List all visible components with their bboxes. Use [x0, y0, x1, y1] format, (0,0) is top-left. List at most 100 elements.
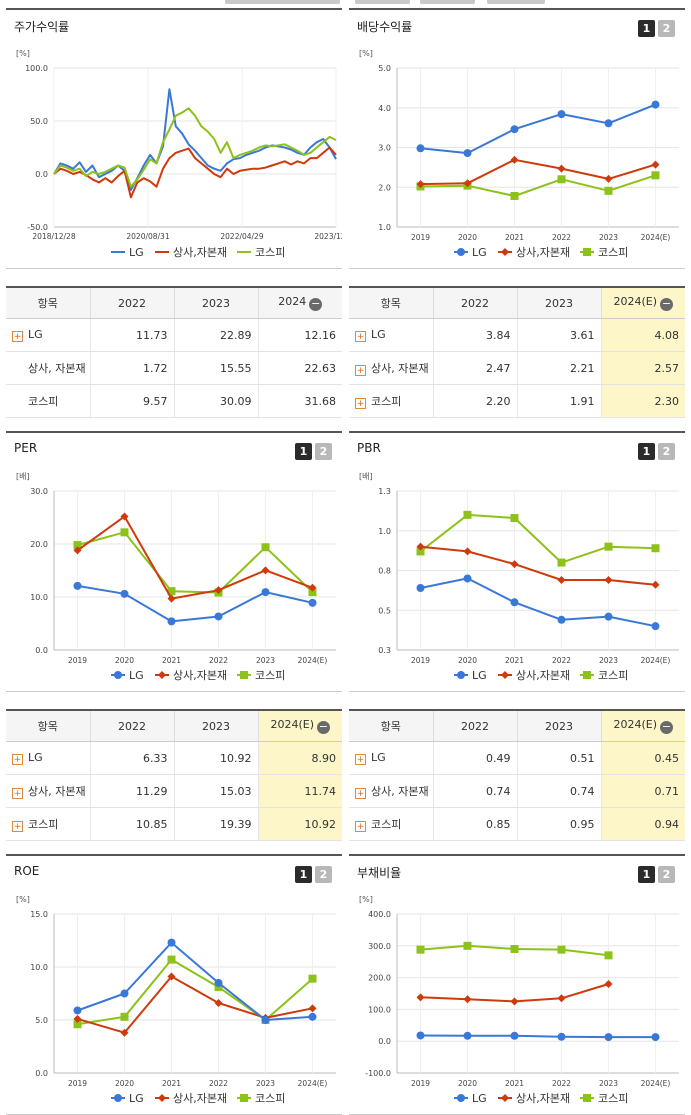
cell: 10.85 [89, 807, 174, 841]
legend-label[interactable]: LG [472, 246, 487, 259]
data-point [557, 1032, 566, 1041]
legend-label[interactable]: 코스피 [255, 246, 285, 259]
data-point [651, 171, 660, 180]
legend-label[interactable]: 코스피 [255, 669, 285, 682]
col-header: 항목 [6, 711, 90, 742]
cell: 0.45 [600, 741, 685, 775]
page-1-button[interactable]: 1 [638, 443, 655, 460]
data-point [510, 598, 519, 607]
legend-label[interactable]: LG [472, 669, 487, 682]
legend: LG 상사,자본재 코스피 [454, 246, 628, 259]
page-2-button[interactable]: 2 [658, 443, 675, 460]
col-header: 항목 [349, 288, 433, 319]
expand-icon[interactable]: + [355, 754, 366, 765]
data-point [120, 512, 129, 521]
series-line [420, 577, 656, 628]
legend-label[interactable]: 상사,자본재 [173, 246, 227, 259]
x-tick-label: 2023 [256, 656, 275, 665]
y-tick-label: 3.0 [378, 144, 391, 153]
row-label: 상사, 자본재 [28, 785, 86, 798]
x-tick-label: 2024(E) [298, 1079, 328, 1088]
data-point [463, 1031, 472, 1040]
expand-icon[interactable]: + [355, 821, 366, 832]
expand-icon[interactable]: + [12, 788, 23, 799]
cell: 11.73 [89, 318, 174, 352]
data-point [308, 583, 317, 592]
cell: 2.47 [432, 351, 517, 385]
legend-marker [501, 671, 509, 679]
table-row: + 상사, 자본재 11.29 15.03 11.74 [6, 774, 342, 808]
legend-label[interactable]: 상사,자본재 [173, 669, 227, 682]
expand-icon[interactable]: + [12, 331, 23, 342]
data-point [73, 1006, 82, 1015]
col-header-estimate: 2024(E) − [600, 711, 685, 742]
panel-title: PBR [357, 441, 381, 455]
page-1-button[interactable]: 1 [295, 443, 312, 460]
collapse-icon[interactable]: − [660, 297, 674, 311]
x-tick-label: 2021 [162, 1079, 181, 1088]
data-point [463, 941, 472, 950]
series-line [77, 584, 313, 623]
legend-label[interactable]: 상사,자본재 [516, 1092, 570, 1105]
cell: 0.95 [516, 807, 601, 841]
page-2-button[interactable]: 2 [315, 443, 332, 460]
cell: 9.57 [89, 384, 174, 418]
x-tick-label: 2020 [458, 656, 477, 665]
legend-label[interactable]: LG [129, 1092, 144, 1105]
series-line [420, 103, 656, 155]
data-point [604, 542, 613, 551]
expand-icon[interactable]: + [355, 788, 366, 799]
collapse-icon[interactable]: − [660, 720, 674, 734]
collapse-icon[interactable]: − [309, 297, 323, 311]
collapse-icon[interactable]: − [317, 720, 331, 734]
legend-label[interactable]: 상사,자본재 [173, 1092, 227, 1105]
unit-label: [%] [359, 895, 373, 904]
data-point [604, 119, 613, 128]
cell: 0.94 [600, 807, 685, 841]
data-point [510, 125, 519, 134]
legend-label[interactable]: LG [472, 1092, 487, 1105]
data-point [214, 612, 223, 621]
series-line [77, 958, 314, 1026]
page-2-button[interactable]: 2 [658, 20, 675, 37]
expand-icon[interactable]: + [355, 398, 366, 409]
legend-label[interactable]: LG [129, 669, 144, 682]
legend-label[interactable]: 상사,자본재 [516, 246, 570, 259]
page-1-button[interactable]: 1 [638, 866, 655, 883]
stock-return-panel: 주가수익률 [%] 100.0 50.0 0.0 -50.0 2018/12/28 2020… [6, 8, 342, 269]
data-point [604, 951, 613, 960]
legend-label[interactable]: 코스피 [598, 1092, 628, 1105]
y-tick-label: 0.0 [378, 1037, 391, 1046]
cell: 0.51 [516, 741, 601, 775]
expand-icon[interactable]: + [12, 754, 23, 765]
legend-label[interactable]: 코스피 [598, 246, 628, 259]
y-tick-label: 1.3 [378, 487, 391, 496]
cell: 10.92 [173, 741, 258, 775]
page-1-button[interactable]: 1 [638, 20, 655, 37]
legend-marker [501, 1094, 509, 1102]
expand-icon[interactable]: + [12, 821, 23, 832]
legend-marker [583, 1094, 591, 1102]
expand-icon[interactable]: + [355, 365, 366, 376]
x-tick-label: 2023 [599, 656, 618, 665]
y-tick-label: 4.0 [378, 104, 391, 113]
data-point [416, 144, 425, 153]
expand-icon[interactable]: + [355, 331, 366, 342]
legend-label[interactable]: 상사,자본재 [516, 669, 570, 682]
x-tick-label: 2019 [68, 656, 87, 665]
page-2-button[interactable]: 2 [658, 866, 675, 883]
legend-label[interactable]: 코스피 [255, 1092, 285, 1105]
data-point [167, 955, 176, 964]
page-2-button[interactable]: 2 [315, 866, 332, 883]
data-point [120, 1012, 129, 1021]
page-1-button[interactable]: 1 [295, 866, 312, 883]
table-row: + LG 3.84 3.61 4.08 [349, 318, 685, 352]
legend-marker [501, 248, 509, 256]
data-point [463, 547, 472, 556]
legend-label[interactable]: LG [129, 246, 144, 259]
cell: 19.39 [173, 807, 258, 841]
legend-label[interactable]: 코스피 [598, 669, 628, 682]
y-tick-label: 0.0 [35, 170, 48, 179]
panel-title: ROE [14, 864, 40, 878]
